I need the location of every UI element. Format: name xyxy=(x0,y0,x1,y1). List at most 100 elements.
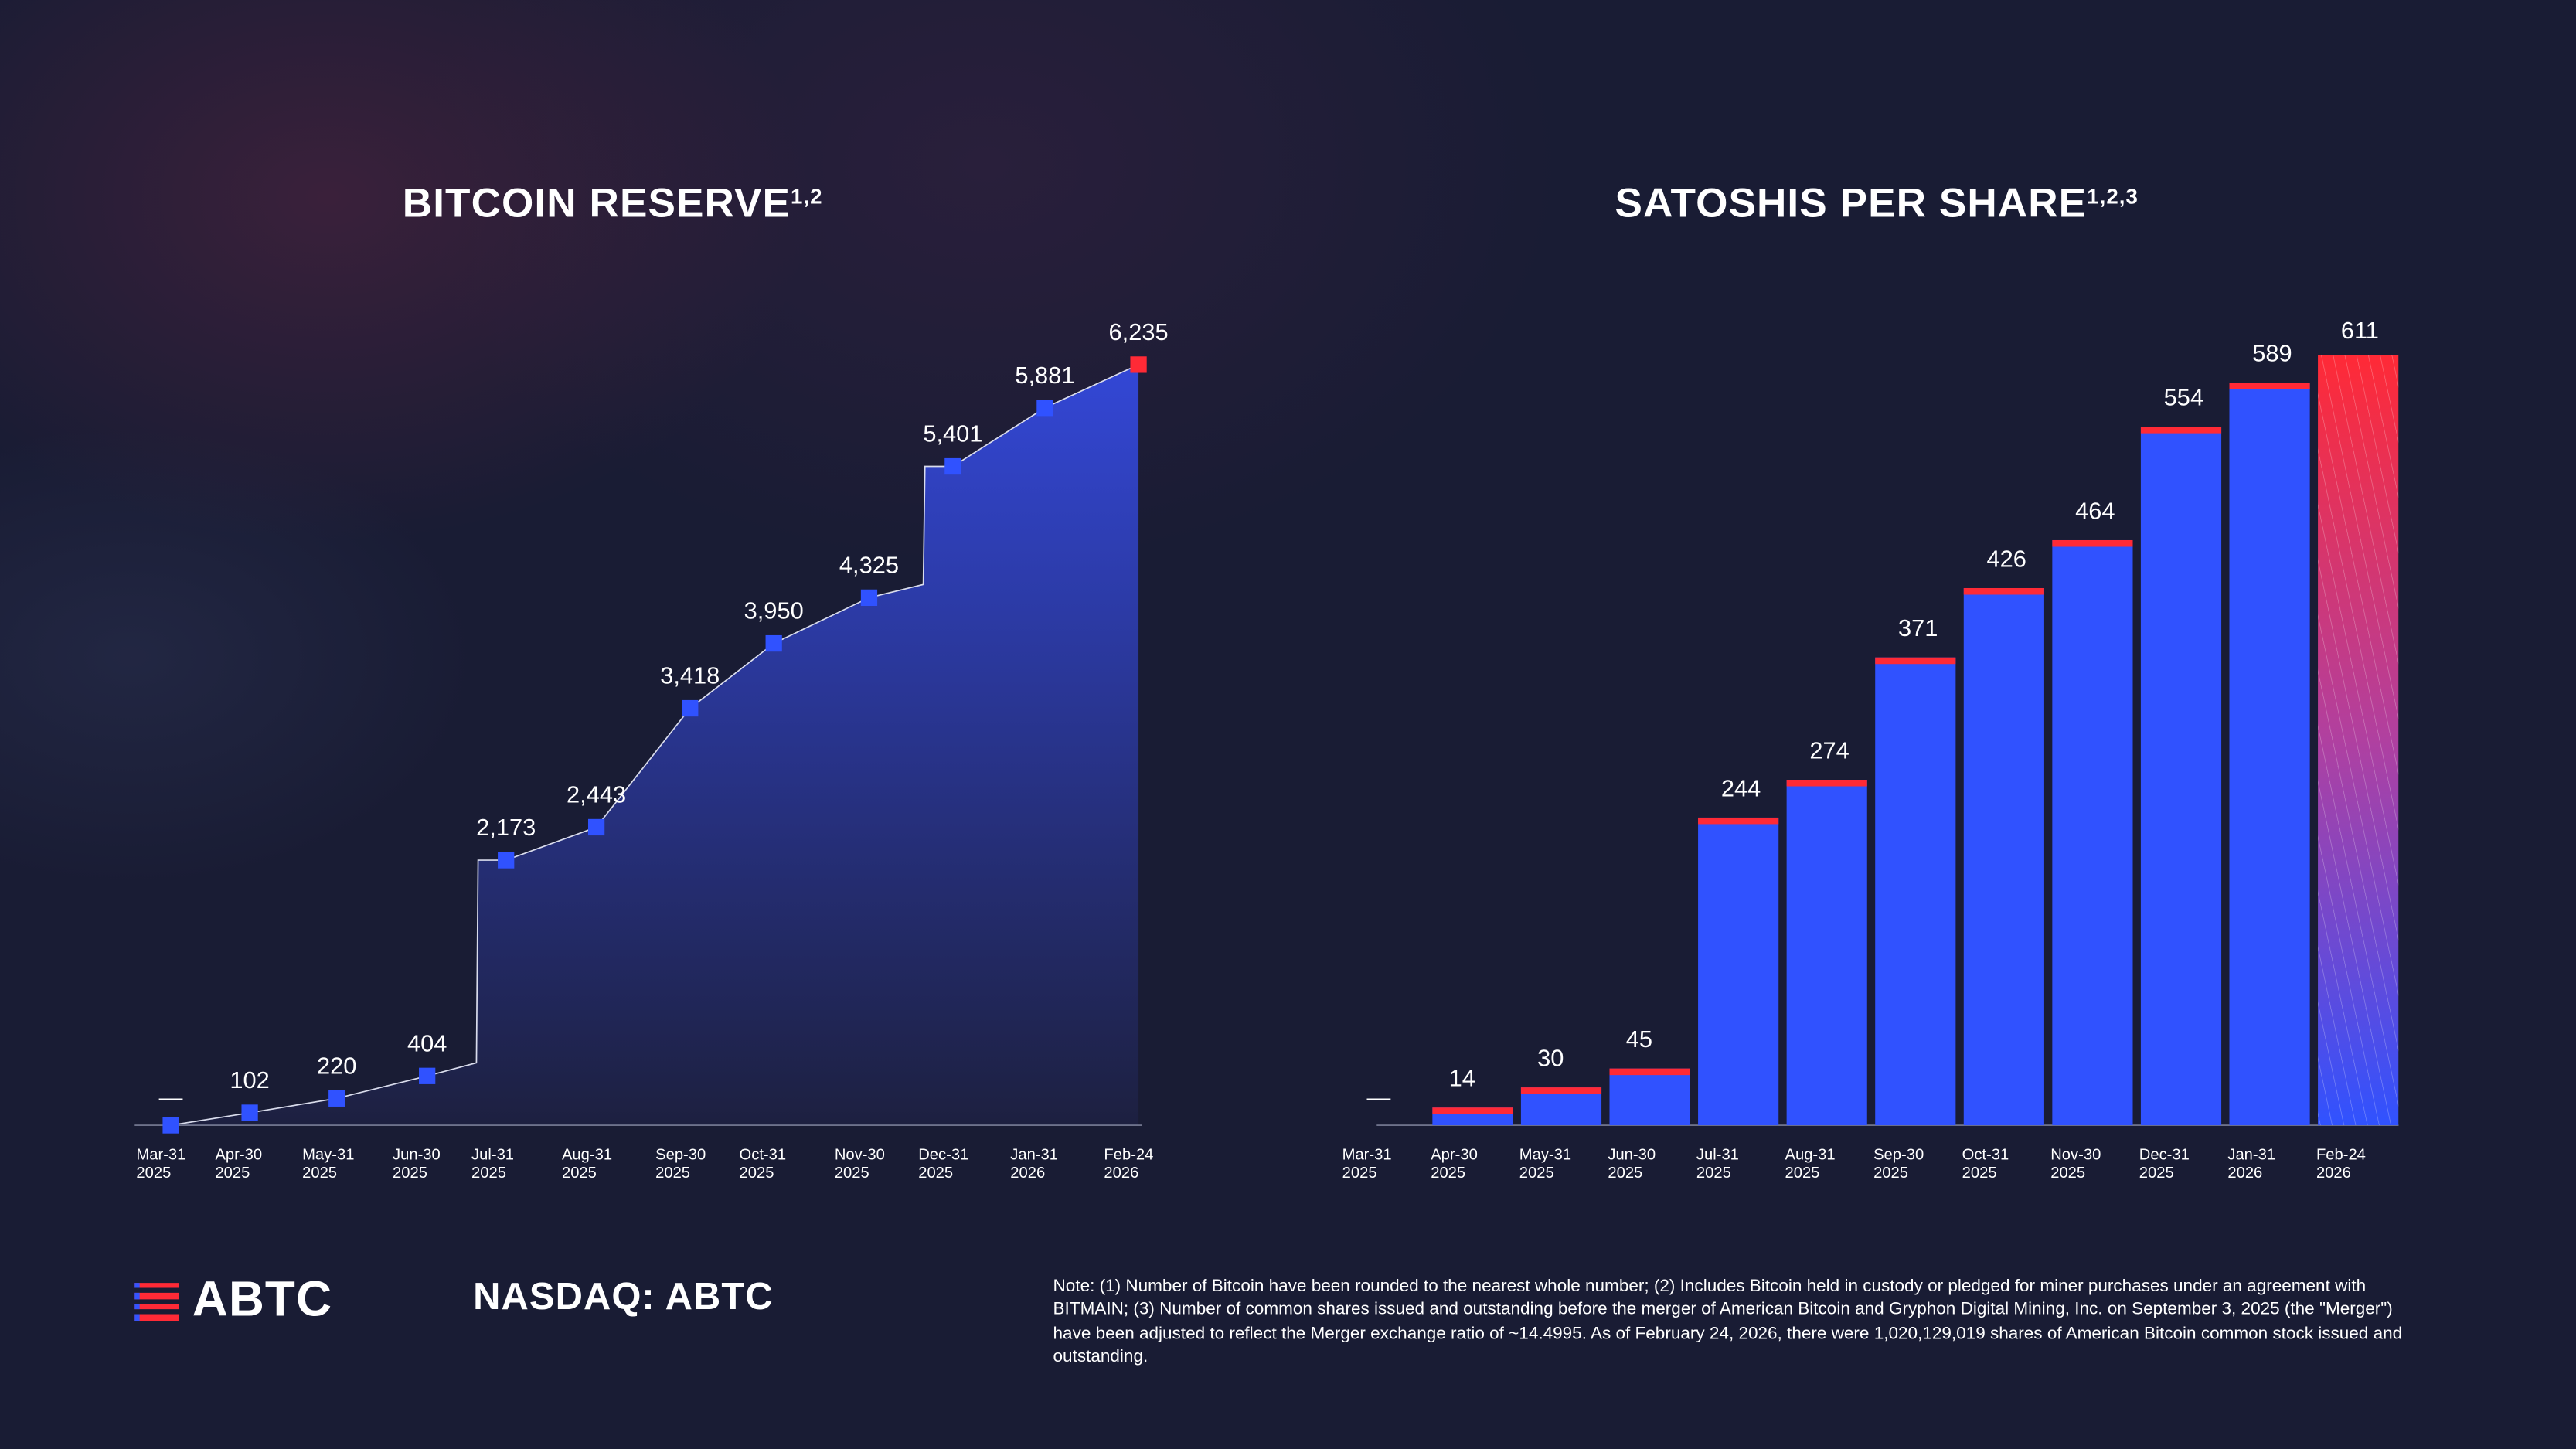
data-label: 2,173 xyxy=(476,814,536,841)
bar xyxy=(1786,779,1867,1126)
bar-cap xyxy=(2229,383,2310,389)
bar xyxy=(2140,427,2222,1126)
logo-text: ABTC xyxy=(192,1273,333,1328)
data-label: — xyxy=(159,1084,183,1111)
x-tick-label: Jul-31 xyxy=(471,1147,514,1164)
satoshis-per-share-chart: —Mar-31202514Apr-30202530May-31202545Jun… xyxy=(1342,317,2399,1182)
data-label: 4,325 xyxy=(839,551,899,578)
data-point-marker xyxy=(241,1104,258,1121)
title-text: SATOSHIS PER SHARE xyxy=(1615,180,2088,227)
x-tick-label: 2025 xyxy=(471,1165,506,1182)
data-label: 14 xyxy=(1449,1065,1475,1092)
data-point-marker xyxy=(944,457,961,475)
x-tick-label: Mar-31 xyxy=(136,1147,185,1164)
footnote: Note: (1) Number of Bitcoin have been ro… xyxy=(1053,1276,2403,1367)
bar-cap xyxy=(2052,539,2133,547)
reserve-line xyxy=(170,364,1139,1126)
x-tick-label: May-31 xyxy=(1519,1147,1571,1164)
x-tick-label: 2025 xyxy=(302,1165,337,1182)
data-point-marker xyxy=(498,852,515,869)
data-point-marker xyxy=(419,1067,436,1084)
bar-cap xyxy=(1786,779,1867,787)
data-point-marker xyxy=(860,589,878,607)
bar xyxy=(2229,383,2310,1126)
data-label: 2,443 xyxy=(567,781,626,808)
x-tick-label: May-31 xyxy=(302,1147,354,1164)
data-label: 45 xyxy=(1626,1026,1652,1053)
x-tick-label: 2025 xyxy=(2050,1165,2085,1182)
data-label: 589 xyxy=(2252,339,2292,366)
x-tick-label: 2025 xyxy=(1962,1165,1997,1182)
x-tick-label: 2025 xyxy=(1873,1165,1908,1182)
data-label: 30 xyxy=(1537,1044,1564,1071)
data-label: 371 xyxy=(1898,614,1938,641)
bar-cap xyxy=(1698,817,1779,825)
x-tick-label: 2025 xyxy=(215,1165,250,1182)
satoshis-per-share-title: SATOSHIS PER SHARE1,2,3 xyxy=(1615,181,2139,229)
data-label: 274 xyxy=(1809,736,1849,764)
x-tick-label: Jun-30 xyxy=(393,1147,441,1164)
x-tick-label: Aug-31 xyxy=(562,1147,612,1164)
bitcoin-reserve-title: BITCOIN RESERVE1,2 xyxy=(403,181,823,229)
x-tick-label: Aug-31 xyxy=(1785,1147,1836,1164)
x-tick-label: Apr-30 xyxy=(215,1147,262,1164)
title-footnote: 1,2,3 xyxy=(2087,184,2139,209)
x-tick-label: Oct-31 xyxy=(740,1147,787,1164)
x-tick-label: 2026 xyxy=(1010,1165,1045,1182)
data-label: 5,401 xyxy=(923,420,982,447)
bar-cap xyxy=(1963,587,2044,595)
x-tick-label: 2025 xyxy=(1608,1165,1642,1182)
x-tick-label: 2025 xyxy=(393,1165,427,1182)
x-tick-label: 2025 xyxy=(1431,1165,1465,1182)
data-label: 244 xyxy=(1721,774,1761,801)
x-tick-label: Jun-30 xyxy=(1608,1147,1656,1164)
x-tick-label: Dec-31 xyxy=(2139,1147,2190,1164)
x-tick-label: 2025 xyxy=(1519,1165,1554,1182)
x-tick-label: Nov-30 xyxy=(835,1147,885,1164)
x-tick-label: Nov-30 xyxy=(2050,1147,2101,1164)
x-tick-label: 2025 xyxy=(918,1165,953,1182)
data-label: 220 xyxy=(317,1052,356,1079)
x-tick-label: Feb-24 xyxy=(1104,1147,1153,1164)
data-label: 404 xyxy=(407,1029,447,1056)
data-label: 6,235 xyxy=(1109,318,1169,345)
data-point-marker xyxy=(328,1090,345,1107)
bar xyxy=(1698,817,1779,1126)
bar xyxy=(1609,1068,1690,1126)
data-label: 426 xyxy=(1987,545,2026,572)
data-label: 102 xyxy=(230,1066,269,1094)
data-label: 554 xyxy=(2164,384,2203,411)
bar-cap xyxy=(1432,1107,1513,1114)
ticker-label: NASDAQ: ABTC xyxy=(473,1274,774,1318)
logo-stripes-icon xyxy=(134,1282,179,1320)
data-point-marker xyxy=(587,818,605,836)
x-tick-label: 2026 xyxy=(2316,1165,2351,1182)
data-label: — xyxy=(1367,1084,1391,1111)
data-point-marker xyxy=(1036,400,1053,417)
title-footnote: 1,2 xyxy=(790,184,823,209)
x-tick-label: Feb-24 xyxy=(2316,1147,2366,1164)
bar-cap xyxy=(2140,427,2222,434)
data-label: 464 xyxy=(2075,497,2115,524)
x-tick-label: 2025 xyxy=(1785,1165,1820,1182)
data-point-marker xyxy=(765,634,782,652)
x-tick-label: 2025 xyxy=(2139,1165,2174,1182)
x-tick-label: 2025 xyxy=(562,1165,597,1182)
x-tick-label: Dec-31 xyxy=(918,1147,968,1164)
x-tick-label: Mar-31 xyxy=(1342,1147,1392,1164)
bar-cap xyxy=(1520,1087,1602,1094)
data-point-marker xyxy=(162,1117,179,1134)
reserve-area xyxy=(171,364,1139,1126)
x-tick-label: Sep-30 xyxy=(655,1147,706,1164)
x-tick-label: 2025 xyxy=(1342,1165,1377,1182)
data-point-marker xyxy=(682,699,699,717)
x-tick-label: 2026 xyxy=(1104,1165,1138,1182)
x-tick-label: Apr-30 xyxy=(1431,1147,1478,1164)
x-tick-label: 2025 xyxy=(740,1165,774,1182)
data-label: 5,881 xyxy=(1015,362,1074,389)
x-tick-label: Jan-31 xyxy=(2227,1147,2275,1164)
bar-cap xyxy=(1875,657,1956,665)
x-tick-label: 2025 xyxy=(136,1165,171,1182)
bar xyxy=(1875,657,1956,1126)
